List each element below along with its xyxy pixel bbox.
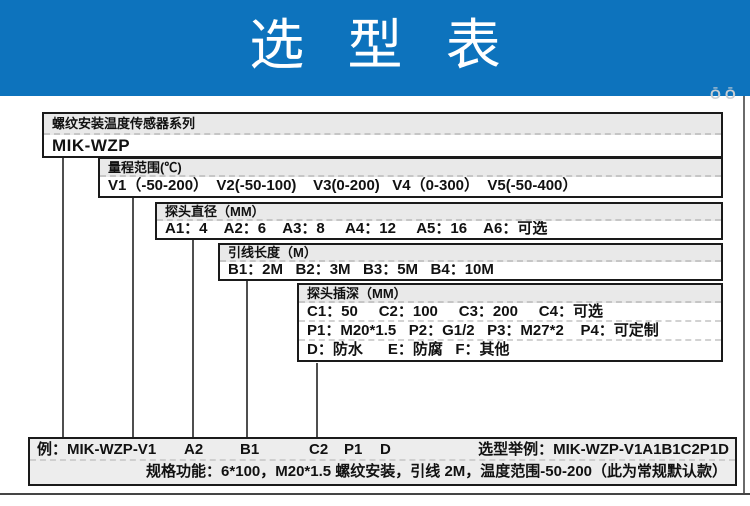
- series-box-value: MIK-WZP: [44, 135, 721, 156]
- probe-diameter-box: 探头直径（MM） A1：4 A2：6 A3：8 A4：12 A5：16 A6：可…: [155, 202, 723, 240]
- example-box: 例：MIK-WZP-V1 A2 B1 C2 P1 D 选型举例：MIK-WZP-…: [28, 437, 737, 486]
- probe-diameter-header: 探头直径（MM）: [157, 204, 721, 221]
- insertion-depth-options-c: C1：50 C2：100 C3：200 C4：可选: [299, 303, 721, 322]
- bottom-border-line: [0, 493, 750, 495]
- watermark-marks: ŌŌ: [710, 86, 740, 102]
- connector-line-series: [62, 158, 64, 437]
- example-code-p: P1: [344, 441, 363, 458]
- example-full-code: 选型举例：MIK-WZP-V1A1B1C2P1D: [478, 441, 729, 458]
- example-code-b: B1: [240, 441, 260, 458]
- series-box: 螺纹安装温度传感器系列 MIK-WZP: [42, 112, 723, 158]
- connector-line-range: [132, 198, 134, 437]
- connector-line-diameter: [192, 240, 194, 437]
- thread-options-p: P1：M20*1.5 P2：G1/2 P3：M27*2 P4：可定制: [299, 322, 721, 341]
- insertion-depth-header: 探头插深（MM）: [299, 285, 721, 303]
- lead-length-options: B1：2M B2：3M B3：5M B4：10M: [220, 262, 721, 279]
- example-prefix: 例：MIK-WZP-V1: [37, 441, 157, 458]
- range-box: 量程范围(℃) V1（-50-200） V2(-50-100) V3(0-200…: [98, 157, 723, 198]
- right-border-line: [743, 96, 745, 494]
- connector-line-depth: [316, 363, 318, 437]
- protection-options-def: D：防水 E：防腐 F：其他: [299, 341, 721, 360]
- example-code-d: D: [380, 441, 391, 458]
- connector-line-lead: [246, 281, 248, 437]
- example-code-row: 例：MIK-WZP-V1 A2 B1 C2 P1 D 选型举例：MIK-WZP-…: [30, 439, 735, 461]
- lead-length-header: 引线长度（M）: [220, 245, 721, 262]
- example-spec-row: 规格功能：6*100，M20*1.5 螺纹安装，引线 2M，温度范围-50-20…: [146, 463, 727, 480]
- series-box-header: 螺纹安装温度传感器系列: [44, 114, 721, 135]
- range-box-options: V1（-50-200） V2(-50-100) V3(0-200) V4（0-3…: [100, 177, 721, 196]
- example-code-c: C2: [309, 441, 329, 458]
- insertion-depth-box: 探头插深（MM） C1：50 C2：100 C3：200 C4：可选 P1：M2…: [297, 283, 723, 362]
- probe-diameter-options: A1：4 A2：6 A3：8 A4：12 A5：16 A6：可选: [157, 221, 721, 238]
- range-box-header: 量程范围(℃): [100, 159, 721, 177]
- page-title: 选 型 表: [249, 13, 515, 76]
- title-banner: 选 型 表: [0, 0, 750, 96]
- example-code-a: A2: [184, 441, 204, 458]
- lead-length-box: 引线长度（M） B1：2M B2：3M B3：5M B4：10M: [218, 243, 723, 281]
